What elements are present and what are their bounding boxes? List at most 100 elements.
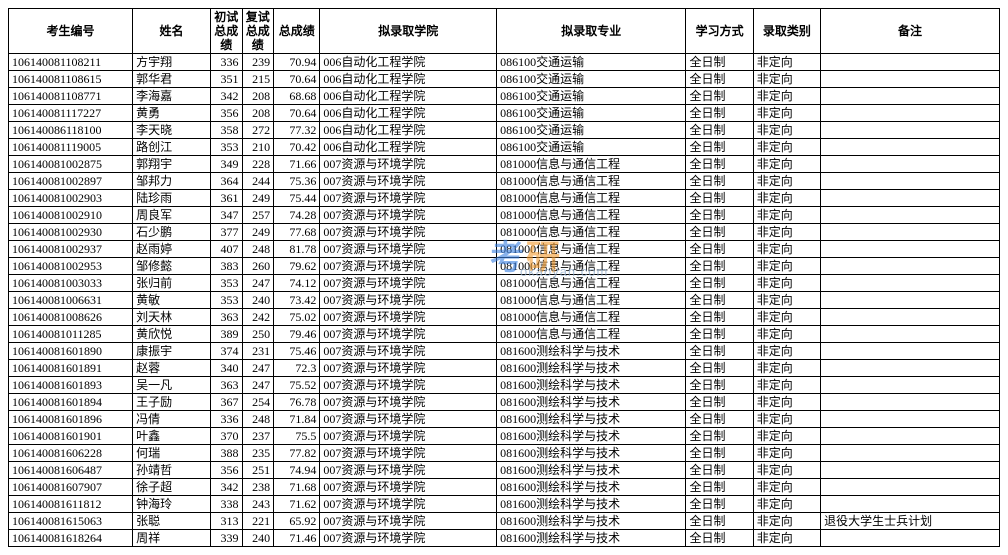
cell: 李天晓 xyxy=(133,122,211,139)
cell: 007资源与环境学院 xyxy=(320,207,497,224)
cell: 郭翔宇 xyxy=(133,156,211,173)
cell: 106140081601893 xyxy=(9,377,133,394)
cell: 106140081003033 xyxy=(9,275,133,292)
table-row: 106140081601894王子励36725476.78007资源与环境学院0… xyxy=(9,394,1000,411)
cell: 081600测绘科学与技术 xyxy=(497,496,686,513)
cell: 364 xyxy=(210,173,242,190)
cell: 陆珍雨 xyxy=(133,190,211,207)
cell: 244 xyxy=(242,173,274,190)
cell: 郭华君 xyxy=(133,71,211,88)
cell: 351 xyxy=(210,71,242,88)
cell xyxy=(821,139,1000,156)
cell: 叶鑫 xyxy=(133,428,211,445)
cell: 全日制 xyxy=(686,105,753,122)
cell: 007资源与环境学院 xyxy=(320,360,497,377)
cell: 249 xyxy=(242,224,274,241)
cell: 非定向 xyxy=(753,462,820,479)
table-row: 106140081615063张聪31322165.92007资源与环境学院08… xyxy=(9,513,1000,530)
cell: 006自动化工程学院 xyxy=(320,139,497,156)
cell: 106140081002930 xyxy=(9,224,133,241)
cell: 74.28 xyxy=(274,207,320,224)
cell: 75.46 xyxy=(274,343,320,360)
cell: 全日制 xyxy=(686,122,753,139)
cell: 007资源与环境学院 xyxy=(320,377,497,394)
cell xyxy=(821,54,1000,71)
cell: 70.64 xyxy=(274,105,320,122)
cell xyxy=(821,241,1000,258)
cell: 235 xyxy=(242,445,274,462)
col-total: 总成绩 xyxy=(274,9,320,54)
cell: 347 xyxy=(210,207,242,224)
cell: 非定向 xyxy=(753,241,820,258)
cell: 方宇翔 xyxy=(133,54,211,71)
cell: 361 xyxy=(210,190,242,207)
cell: 243 xyxy=(242,496,274,513)
cell: 79.62 xyxy=(274,258,320,275)
cell: 全日制 xyxy=(686,479,753,496)
cell: 247 xyxy=(242,377,274,394)
cell: 全日制 xyxy=(686,207,753,224)
cell: 106140081008626 xyxy=(9,309,133,326)
cell: 全日制 xyxy=(686,309,753,326)
cell: 367 xyxy=(210,394,242,411)
cell: 353 xyxy=(210,139,242,156)
cell: 退役大学生士兵计划 xyxy=(821,513,1000,530)
table-row: 106140081606228何瑞38823577.82007资源与环境学院08… xyxy=(9,445,1000,462)
cell: 081000信息与通信工程 xyxy=(497,258,686,275)
cell: 周祥 xyxy=(133,530,211,547)
cell: 全日制 xyxy=(686,173,753,190)
cell: 全日制 xyxy=(686,224,753,241)
cell: 081000信息与通信工程 xyxy=(497,207,686,224)
cell: 王子励 xyxy=(133,394,211,411)
cell: 非定向 xyxy=(753,360,820,377)
cell: 非定向 xyxy=(753,173,820,190)
cell: 71.62 xyxy=(274,496,320,513)
cell xyxy=(821,394,1000,411)
cell: 349 xyxy=(210,156,242,173)
cell: 358 xyxy=(210,122,242,139)
cell: 081600测绘科学与技术 xyxy=(497,377,686,394)
cell: 周良军 xyxy=(133,207,211,224)
cell xyxy=(821,258,1000,275)
cell: 邹修懿 xyxy=(133,258,211,275)
cell: 006自动化工程学院 xyxy=(320,105,497,122)
cell xyxy=(821,309,1000,326)
cell: 086100交通运输 xyxy=(497,88,686,105)
cell: 77.32 xyxy=(274,122,320,139)
cell xyxy=(821,173,1000,190)
cell: 71.84 xyxy=(274,411,320,428)
col-remark: 备注 xyxy=(821,9,1000,54)
cell: 非定向 xyxy=(753,428,820,445)
cell: 106140081117227 xyxy=(9,105,133,122)
cell: 007资源与环境学院 xyxy=(320,224,497,241)
table-row: 106140081008626刘天林36324275.02007资源与环境学院0… xyxy=(9,309,1000,326)
cell: 377 xyxy=(210,224,242,241)
cell: 非定向 xyxy=(753,496,820,513)
cell: 70.94 xyxy=(274,54,320,71)
cell: 081000信息与通信工程 xyxy=(497,190,686,207)
cell: 非定向 xyxy=(753,88,820,105)
cell: 342 xyxy=(210,88,242,105)
cell: 086100交通运输 xyxy=(497,71,686,88)
col-s1: 初试总成绩 xyxy=(210,9,242,54)
cell xyxy=(821,411,1000,428)
cell: 006自动化工程学院 xyxy=(320,88,497,105)
cell: 081000信息与通信工程 xyxy=(497,241,686,258)
cell: 70.64 xyxy=(274,71,320,88)
cell xyxy=(821,207,1000,224)
cell: 74.94 xyxy=(274,462,320,479)
cell: 赵蓉 xyxy=(133,360,211,377)
cell: 106140081601896 xyxy=(9,411,133,428)
cell xyxy=(821,496,1000,513)
cell: 65.92 xyxy=(274,513,320,530)
cell: 272 xyxy=(242,122,274,139)
cell: 081600测绘科学与技术 xyxy=(497,360,686,377)
cell: 全日制 xyxy=(686,343,753,360)
cell: 非定向 xyxy=(753,122,820,139)
cell: 370 xyxy=(210,428,242,445)
cell: 钟海玲 xyxy=(133,496,211,513)
cell: 081600测绘科学与技术 xyxy=(497,513,686,530)
col-name: 姓名 xyxy=(133,9,211,54)
cell: 黄欣悦 xyxy=(133,326,211,343)
cell: 张归前 xyxy=(133,275,211,292)
